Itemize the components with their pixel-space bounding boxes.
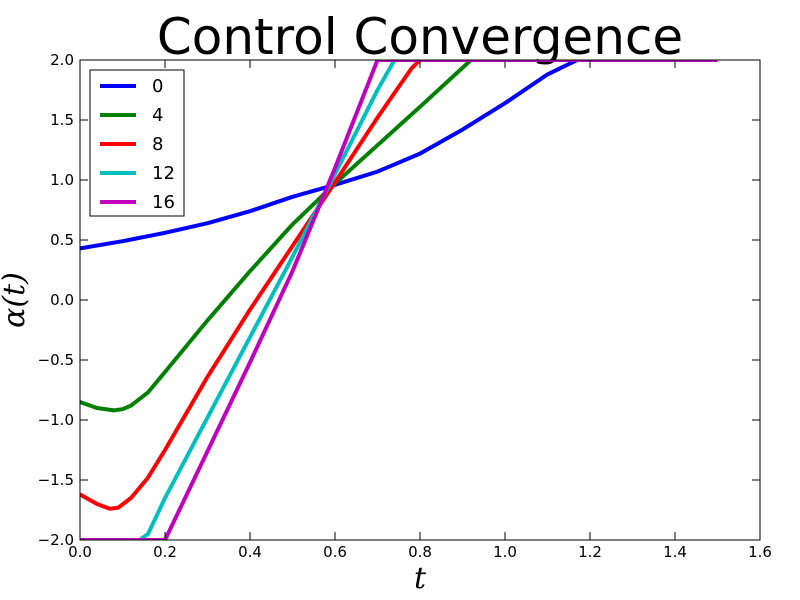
series-line-4 [80, 60, 718, 413]
x-tick-label: 1.2 [578, 543, 602, 561]
x-axis-label: t [414, 561, 427, 596]
y-tick-label: 0.0 [50, 291, 74, 309]
legend-label-4: 4 [152, 105, 163, 126]
legend: 0 4 8 12 16 [89, 69, 185, 217]
y-tick-label: 0.5 [50, 231, 74, 249]
y-axis: −2.0 −1.5 −1.0 −0.5 0.0 0.5 1.0 1.5 2.0 [38, 51, 760, 549]
x-tick-label: 0.0 [68, 543, 92, 561]
y-tick-label: 1.5 [50, 111, 74, 129]
x-tick-label: 0.4 [238, 543, 262, 561]
y-axis-label: α(t) [0, 272, 32, 328]
y-tick-label: −0.5 [38, 351, 74, 369]
y-tick-label: −1.5 [38, 471, 74, 489]
x-tick-label: 1.6 [748, 543, 772, 561]
series-line-0 [80, 60, 718, 251]
legend-label-0: 0 [152, 76, 163, 97]
y-tick-label: −2.0 [38, 531, 74, 549]
x-tick-label: 0.6 [323, 543, 347, 561]
legend-label-8: 8 [152, 134, 163, 155]
series-line-16 [80, 60, 718, 540]
y-tick-label: 1.0 [50, 171, 74, 189]
y-tick-label: 2.0 [50, 51, 74, 69]
x-tick-label: 1.4 [663, 543, 687, 561]
y-tick-label: −1.0 [38, 411, 74, 429]
series-line-8 [80, 60, 718, 511]
chart-title: Control Convergence [157, 8, 683, 66]
x-axis: 0.0 0.2 0.4 0.6 0.8 1.0 1.2 1.4 1.6 [68, 60, 772, 561]
x-tick-label: 1.0 [493, 543, 517, 561]
series-layer [80, 60, 718, 540]
x-tick-label: 0.8 [408, 543, 432, 561]
legend-label-16: 16 [152, 192, 175, 213]
legend-label-12: 12 [152, 163, 175, 184]
x-tick-label: 0.2 [153, 543, 177, 561]
